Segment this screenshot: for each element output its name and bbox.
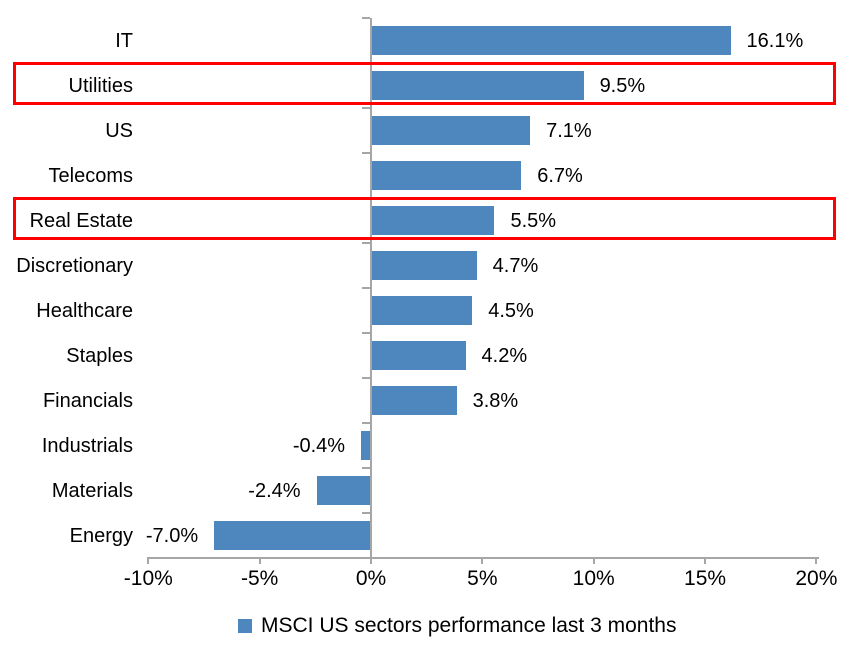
value-axis-tick (815, 557, 818, 564)
value-axis-tick-label: -10% (123, 567, 173, 590)
bar (372, 161, 522, 190)
value-axis-tick-label: 5% (467, 567, 498, 590)
data-label: 5.5% (510, 209, 557, 232)
category-axis-tick (362, 422, 370, 424)
data-label: 16.1% (746, 29, 804, 52)
data-label: -0.4% (292, 434, 346, 457)
value-axis-tick-label: 15% (684, 567, 727, 590)
bar (361, 431, 370, 460)
category-axis-tick (362, 17, 370, 19)
category-label: Utilities (68, 74, 133, 97)
data-label: 4.7% (492, 254, 539, 277)
category-axis-tick (362, 467, 370, 469)
data-label: 6.7% (537, 164, 583, 187)
data-label: 3.8% (472, 389, 519, 412)
data-label: 4.2% (481, 344, 528, 367)
value-axis-tick (147, 557, 150, 564)
highlight-box (13, 62, 836, 105)
category-label: Industrials (41, 434, 133, 457)
value-axis-tick (592, 557, 595, 564)
category-label: US (105, 119, 133, 142)
category-axis-tick (362, 512, 370, 514)
value-axis-tick-label: 0% (355, 567, 387, 590)
data-label: -2.4% (248, 479, 301, 502)
category-label: Telecoms (48, 164, 133, 187)
category-axis-tick (362, 377, 370, 379)
category-label: Real Estate (29, 209, 133, 232)
category-axis-tick (362, 152, 370, 154)
value-axis-tick-label: 10% (572, 567, 615, 590)
category-label: Financials (42, 389, 133, 412)
category-axis-line (370, 18, 372, 559)
bar (372, 386, 457, 415)
data-label: 9.5% (599, 74, 646, 97)
bar (214, 521, 370, 550)
bar (372, 296, 473, 325)
category-axis-tick (362, 557, 370, 559)
category-axis-tick (362, 332, 370, 334)
legend-series-label: MSCI US sectors performance last 3 month… (261, 614, 677, 637)
category-label: Healthcare (36, 299, 133, 322)
bar (372, 71, 584, 100)
value-axis-tick-label: -5% (240, 567, 279, 590)
bar (372, 206, 495, 235)
category-label: Staples (66, 344, 133, 367)
category-axis-tick (362, 287, 370, 289)
data-label: 7.1% (546, 119, 592, 142)
legend-marker-swatch (238, 619, 252, 633)
value-axis-tick (704, 557, 707, 564)
category-label: IT (115, 29, 133, 52)
bar (372, 26, 731, 55)
data-label: -7.0% (145, 524, 199, 547)
highlight-box (13, 197, 836, 240)
bar (372, 116, 531, 145)
category-label: Discretionary (16, 254, 133, 277)
bar (372, 251, 477, 280)
value-axis-tick (481, 557, 484, 564)
bar (372, 341, 466, 370)
value-axis-tick-label: 20% (795, 567, 838, 590)
legend: MSCI US sectors performance last 3 month… (238, 612, 676, 640)
value-axis-line (148, 557, 819, 559)
category-label: Materials (51, 479, 133, 502)
value-axis-tick (370, 557, 372, 564)
value-axis-tick (258, 557, 261, 564)
data-label: 4.5% (488, 299, 534, 322)
category-axis-tick (362, 107, 370, 109)
category-label: Energy (69, 524, 133, 547)
bar (316, 476, 370, 505)
category-axis-tick (362, 242, 370, 244)
